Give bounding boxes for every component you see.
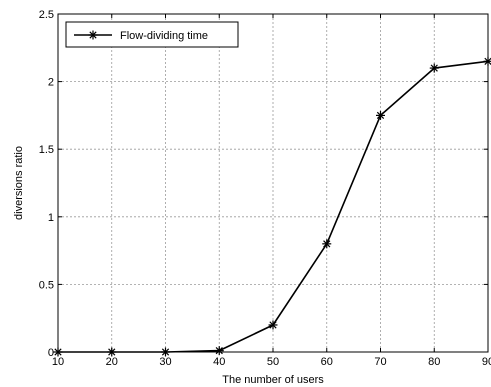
x-tick-label: 20 [106,356,118,368]
y-tick-label: 2 [48,77,54,89]
y-tick-label: 1 [48,212,54,224]
legend-box [65,21,239,48]
x-tick-label: 70 [374,356,386,368]
x-tick-label: 50 [267,356,279,368]
data-point [161,347,170,357]
data-point [376,110,385,120]
x-tick-label: 30 [159,356,171,368]
x-tick-labels: 10 20 30 40 50 60 70 80 90 [52,356,491,368]
y-tick-label: 1.5 [39,144,54,156]
legend-marker-star [88,30,98,40]
x-tick-label: 80 [428,356,440,368]
data-point [483,56,491,66]
data-point [322,239,332,249]
legend-marker [88,30,98,40]
data-point [107,347,117,357]
x-tick-label: 40 [213,356,225,368]
data-point [268,320,278,330]
y-tick-label: 0 [48,347,54,359]
data-point [429,63,439,73]
y-tick-label: 2.5 [39,9,54,21]
data-point [214,346,224,356]
legend-label: Flow-dividing time [120,30,208,42]
y-tick-label: 0.5 [39,279,54,291]
y-tick-labels: 0 0.5 1 1.5 2 2.5 [39,9,54,359]
data-point [53,347,63,357]
y-axis-label: diversions ratio [13,146,25,220]
grid [58,14,488,352]
legend: Flow-dividing time [65,21,239,48]
x-tick-label: 90 [482,356,491,368]
series-group [53,56,491,357]
x-tick-label: 10 [52,356,64,368]
x-axis-label: The number of users [222,374,324,386]
x-tick-label: 60 [321,356,333,368]
